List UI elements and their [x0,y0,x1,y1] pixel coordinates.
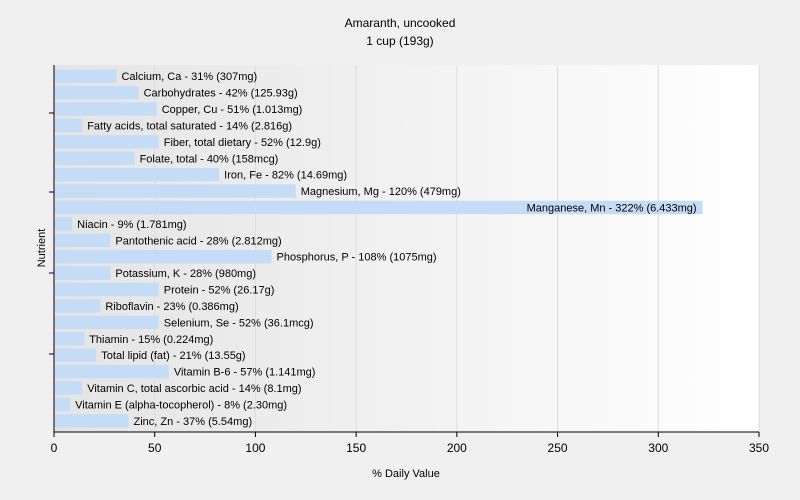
bar [55,414,129,428]
bar [55,200,703,215]
bar-label: Folate, total - 40% (158mcg) [140,153,279,165]
bar-label: Protein - 52% (26.17g) [164,285,275,297]
bar-label: Selenium, Se - 52% (36.1mcg) [164,317,314,329]
chart-title: Amaranth, uncooked [345,16,456,30]
bar [55,249,272,264]
x-axis-ticks: 0 50 100 150 200 250 300 350 [49,112,769,455]
bar [55,364,169,379]
bar [55,299,101,313]
bar-label: Carbohydrates - 42% (125.93g) [144,88,298,100]
x-tick-label: 250 [548,441,568,455]
bar-label: Riboflavin - 23% (0.386mg) [105,301,238,313]
bar [55,167,220,182]
chart-subtitle: 1 cup (193g) [366,34,433,48]
axes [53,65,759,433]
bar [55,69,117,83]
grid-lines [154,65,760,432]
bar [55,85,139,100]
bar [55,233,111,248]
x-tick-label: 350 [749,441,769,455]
bar-label: Fatty acids, total saturated - 14% (2.81… [87,120,292,132]
bar [55,135,159,149]
bar-label: Fiber, total dietary - 52% (12.9g) [164,137,321,149]
bar [55,332,85,346]
bar-label: Total lipid (fat) - 21% (13.55g) [101,350,245,362]
x-tick-label: 50 [148,441,162,455]
x-tick-label: 150 [346,441,366,455]
x-tick-label: 100 [245,441,265,455]
bar-label: Pantothenic acid - 28% (2.812mg) [115,235,281,247]
bar-label: Vitamin C, total ascorbic acid - 14% (8.… [87,383,301,395]
bar-label: Magnesium, Mg - 120% (479mg) [301,186,461,198]
bar [55,184,296,198]
x-tick-label: 0 [51,441,58,455]
bar-label: Thiamin - 15% (0.224mg) [89,334,213,346]
bar [55,348,97,362]
bar [55,217,73,231]
bar-label: Phosphorus, P - 108% (1075mg) [277,252,437,264]
x-tick-label: 200 [447,441,467,455]
bar [55,381,83,395]
bar-label: Iron, Fe - 82% (14.69mg) [224,170,347,182]
bars: Calcium, Ca - 31% (307mg) Carbohydrates -… [55,69,703,428]
bar [55,266,111,280]
bar [55,282,159,297]
bar-label: Calcium, Ca - 31% (307mg) [121,71,257,83]
bar [55,397,71,412]
bar [55,102,157,116]
bar-label: Zinc, Zn - 37% (5.54mg) [134,416,253,428]
plot-area [54,65,759,432]
bar-label: Niacin - 9% (1.781mg) [77,219,186,231]
bar [55,118,83,133]
x-axis-title: % Daily Value [372,468,440,480]
bar-label: Manganese, Mn - 322% (6.433mg) [527,202,697,214]
bar-label: Potassium, K - 28% (980mg) [115,268,256,280]
y-axis-title: Nutrient [36,229,48,268]
x-tick-label: 300 [648,441,668,455]
bar [55,315,159,330]
bar-label: Copper, Cu - 51% (1.013mg) [162,104,303,116]
bar-label: Vitamin E (alpha-tocopherol) - 8% (2.30m… [75,399,287,411]
bar [55,151,135,165]
bar-label: Vitamin B-6 - 57% (1.141mg) [174,367,316,379]
